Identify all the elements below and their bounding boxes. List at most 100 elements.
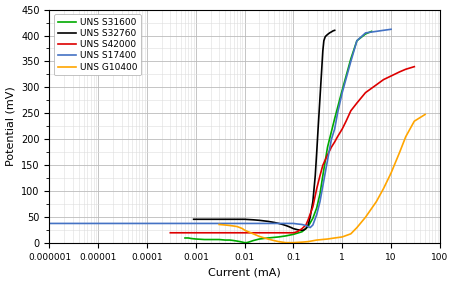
- UNS G10400: [422, 113, 428, 116]
- Y-axis label: Potential (mV): Potential (mV): [5, 87, 15, 166]
- UNS G10400: [240, 227, 245, 230]
- UNS G10400: [332, 236, 337, 240]
- UNS S31600: [340, 88, 345, 92]
- UNS S32760: [317, 96, 323, 100]
- UNS G10400: [397, 151, 402, 154]
- UNS S31600: [276, 235, 281, 239]
- UNS S42000: [320, 164, 326, 167]
- UNS S31600: [325, 145, 330, 149]
- UNS G10400: [388, 171, 394, 175]
- UNS S17400: [320, 184, 326, 188]
- UNS S32760: [276, 222, 281, 225]
- UNS G10400: [231, 224, 237, 228]
- UNS S31600: [247, 240, 253, 243]
- UNS G10400: [363, 216, 368, 219]
- UNS S17400: [307, 226, 313, 229]
- UNS S31600: [234, 239, 240, 243]
- UNS S32760: [217, 218, 222, 221]
- UNS S42000: [310, 205, 316, 209]
- UNS S42000: [295, 230, 300, 233]
- UNS S42000: [265, 231, 271, 235]
- UNS S31600: [291, 233, 296, 236]
- UNS S31600: [193, 237, 198, 241]
- UNS S17400: [374, 30, 379, 33]
- UNS S17400: [227, 222, 232, 225]
- UNS S42000: [283, 231, 289, 235]
- UNS S32760: [208, 218, 213, 221]
- UNS S31600: [227, 238, 232, 242]
- UNS S17400: [283, 222, 289, 225]
- UNS G10400: [306, 240, 311, 243]
- UNS S31600: [208, 238, 213, 241]
- UNS S31600: [186, 236, 191, 240]
- UNS S32760: [295, 228, 300, 231]
- UNS S42000: [374, 83, 379, 87]
- UNS G10400: [374, 200, 379, 203]
- UNS S31600: [257, 237, 262, 241]
- UNS S31600: [183, 236, 188, 240]
- UNS S32760: [242, 218, 247, 221]
- Line: UNS S42000: UNS S42000: [170, 67, 415, 233]
- UNS S32760: [316, 127, 321, 131]
- UNS S17400: [299, 223, 305, 226]
- UNS S31600: [246, 241, 251, 244]
- UNS G10400: [265, 237, 271, 241]
- UNS G10400: [354, 226, 360, 229]
- UNS S31600: [188, 237, 194, 240]
- Line: UNS S31600: UNS S31600: [185, 31, 372, 243]
- UNS S31600: [217, 238, 222, 241]
- Line: UNS G10400: UNS G10400: [219, 114, 425, 243]
- UNS S17400: [95, 222, 101, 225]
- UNS S42000: [291, 231, 296, 235]
- UNS G10400: [237, 226, 242, 229]
- UNS S32760: [298, 228, 303, 232]
- Line: UNS S32760: UNS S32760: [193, 30, 335, 230]
- UNS G10400: [403, 135, 409, 138]
- UNS S32760: [288, 226, 294, 229]
- UNS S17400: [168, 222, 173, 225]
- UNS S42000: [251, 231, 256, 235]
- UNS S17400: [329, 138, 334, 141]
- UNS S32760: [265, 220, 271, 223]
- UNS S31600: [222, 238, 228, 242]
- UNS G10400: [325, 237, 330, 241]
- UNS S31600: [237, 240, 242, 243]
- UNS S32760: [321, 39, 326, 42]
- UNS S31600: [202, 238, 207, 241]
- UNS S32760: [306, 223, 311, 227]
- UNS S32760: [251, 218, 256, 222]
- UNS S31600: [332, 117, 337, 120]
- UNS S32760: [310, 200, 316, 203]
- UNS S31600: [354, 39, 360, 42]
- UNS S31600: [240, 241, 245, 244]
- UNS S17400: [257, 222, 262, 225]
- UNS S32760: [271, 221, 277, 224]
- UNS G10400: [257, 235, 262, 238]
- UNS S17400: [317, 200, 323, 203]
- UNS S31600: [348, 57, 354, 61]
- UNS G10400: [242, 228, 247, 232]
- UNS S32760: [327, 31, 332, 35]
- UNS S42000: [217, 231, 222, 235]
- UNS S42000: [340, 127, 345, 131]
- UNS S32760: [325, 33, 330, 36]
- UNS S32760: [286, 225, 291, 228]
- UNS S17400: [363, 31, 368, 35]
- UNS G10400: [299, 241, 305, 244]
- UNS S32760: [307, 216, 313, 219]
- UNS S32760: [319, 68, 325, 71]
- UNS S31600: [231, 239, 237, 242]
- UNS S32760: [314, 151, 320, 154]
- UNS S17400: [217, 222, 222, 225]
- UNS S42000: [329, 145, 334, 149]
- UNS S32760: [193, 218, 198, 221]
- UNS G10400: [217, 223, 222, 226]
- UNS S17400: [265, 222, 271, 225]
- UNS S32760: [320, 50, 326, 53]
- UNS S17400: [388, 27, 394, 31]
- UNS S42000: [388, 74, 394, 78]
- UNS S17400: [144, 222, 150, 225]
- UNS S31600: [283, 234, 289, 238]
- UNS S42000: [403, 68, 409, 71]
- UNS S42000: [354, 101, 360, 105]
